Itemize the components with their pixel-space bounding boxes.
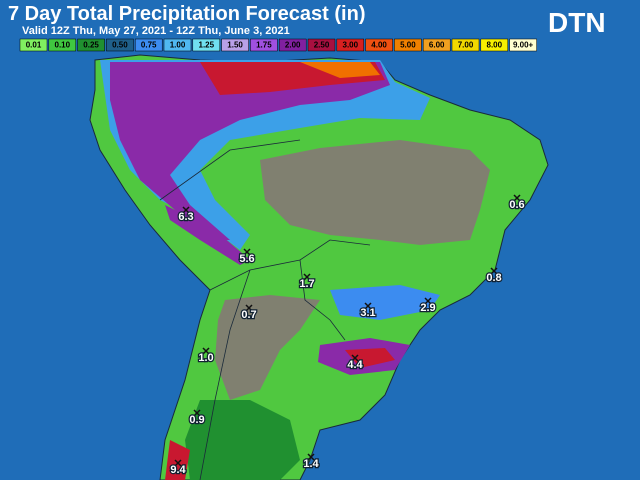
point-label: 4.4 [347, 359, 363, 371]
legend-label: 9.00+ [513, 41, 534, 50]
points: 6.3 5.6 1.7 0.7 1.0 0.9 9.4 1.4 3.1 2.9 4.4 0.8 0.6 [169, 194, 526, 477]
marker [490, 267, 498, 275]
legend-swatch [163, 38, 192, 52]
legend-swatch [19, 38, 48, 52]
logo: DTN [548, 7, 606, 38]
marker [193, 409, 201, 417]
border [159, 139, 301, 201]
chile-red [165, 440, 190, 480]
subtitle: Valid 12Z Thu, May 27, 2021 - 12Z Thu, J… [22, 25, 290, 37]
legend-swatch [509, 38, 537, 52]
point-label: 9.4 [170, 464, 186, 476]
dry-south [215, 295, 320, 400]
border [299, 259, 346, 341]
legend-swatch [134, 38, 163, 52]
legend-swatch [192, 38, 221, 52]
marker [202, 347, 210, 355]
marker [182, 206, 190, 214]
legend-swatch [77, 38, 105, 52]
marker [424, 297, 432, 305]
title: 7 Day Total Precipitation Forecast (in) [8, 3, 365, 25]
legend-label: 8.00 [487, 41, 503, 50]
southeast-blue [330, 285, 440, 320]
legend-swatch [365, 38, 393, 52]
legend-swatch [336, 38, 365, 52]
dry-center [260, 140, 490, 245]
point-label: 2.9 [420, 302, 435, 314]
legend-swatch [394, 38, 422, 52]
marker [307, 453, 315, 461]
legend-label: 7.00 [458, 41, 474, 50]
legend-label: 2.50 [314, 41, 330, 50]
legend-label: 0.25 [83, 41, 99, 50]
legend-label: 3.00 [343, 41, 359, 50]
legend-swatch [48, 38, 77, 52]
legend-label: 0.75 [141, 41, 157, 50]
legend-swatch [221, 38, 249, 52]
legend-label: 1.75 [256, 41, 272, 50]
legend-swatch [480, 38, 509, 52]
legend-swatch [106, 38, 134, 52]
legend-swatch [451, 38, 480, 52]
legend-label: 4.00 [371, 41, 387, 50]
legend-swatch [422, 38, 451, 52]
marker [243, 248, 251, 256]
legend-label: 1.25 [199, 41, 215, 50]
legend-label: 0.01 [26, 41, 42, 50]
legend-swatch [278, 38, 307, 52]
heavy-band [110, 62, 390, 240]
point-label: 1.7 [299, 278, 314, 290]
south-red [345, 348, 395, 368]
point-label: 1.4 [303, 458, 319, 470]
legend-label: 0.10 [55, 41, 71, 50]
point-label: 0.9 [189, 414, 204, 426]
extreme [300, 62, 380, 78]
point-label: 6.3 [178, 211, 193, 223]
point-label: 5.6 [239, 253, 254, 265]
point-label: 0.8 [486, 272, 501, 284]
legend-swatch [250, 38, 278, 52]
border [199, 269, 251, 480]
marker [513, 194, 521, 202]
marker [351, 354, 359, 362]
legend-label: 1.50 [227, 41, 243, 50]
south-green [185, 400, 300, 480]
legend-label: 1.00 [170, 41, 186, 50]
marker [245, 304, 253, 312]
legend-label: 5.00 [400, 41, 416, 50]
point-label: 0.6 [509, 199, 524, 211]
point-label: 1.0 [198, 352, 213, 364]
legend-label: 2.00 [285, 41, 301, 50]
legend-label: 0.50 [112, 41, 128, 50]
marker [174, 459, 182, 467]
legend-label: 6.00 [429, 41, 445, 50]
marker [303, 273, 311, 281]
andes-band [165, 205, 250, 265]
marker [364, 302, 372, 310]
legend: 0.01 0.10 0.25 0.50 0.75 1.00 1.25 1.50 1.75 2.00… [19, 38, 537, 52]
borders [159, 139, 371, 480]
point-label: 0.7 [241, 309, 256, 321]
legend-swatch [307, 38, 336, 52]
point-label: 3.1 [360, 307, 375, 319]
